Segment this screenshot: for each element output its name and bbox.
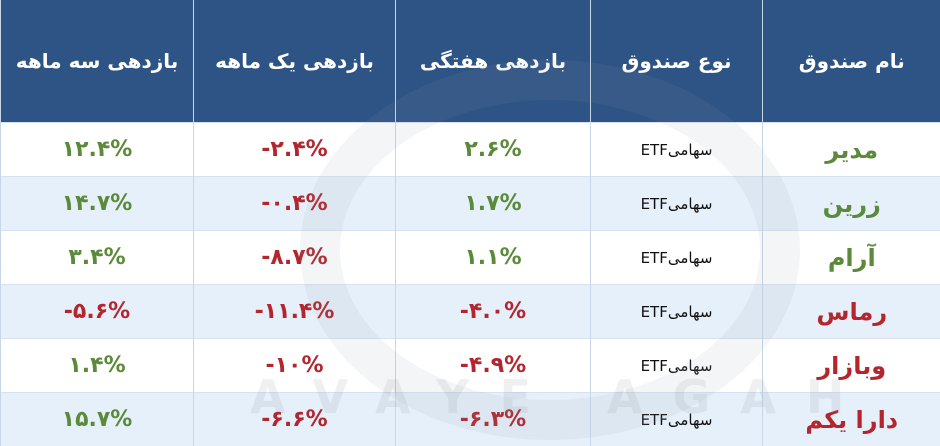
return-value: -۶.۶%: [194, 393, 396, 446]
column-header: نام صندوق: [763, 0, 940, 123]
fund-name: زرین: [763, 177, 940, 231]
fund-name: وبازار: [763, 339, 940, 393]
fund-name: رماس: [763, 285, 940, 339]
return-value: -۴.۹%: [396, 339, 591, 393]
return-value: ۱.۷%: [396, 177, 591, 231]
return-value: -۶.۳%: [396, 393, 591, 446]
fund-type: سهامیETF: [591, 123, 763, 177]
fund-name: دارا یکم: [763, 393, 940, 446]
fund-type: سهامیETF: [591, 339, 763, 393]
return-value: -۴.۰%: [396, 285, 591, 339]
column-header: نوع صندوق: [591, 0, 763, 123]
column-header: بازدهی سه ماهه: [1, 0, 194, 123]
column-header: بازدهی یک ماهه: [194, 0, 396, 123]
return-value: ۱۵.۷%: [1, 393, 194, 446]
fund-type: سهامیETF: [591, 393, 763, 446]
return-value: ۲.۶%: [396, 123, 591, 177]
return-value: ۱۴.۷%: [1, 177, 194, 231]
return-value: ۱.۴%: [1, 339, 194, 393]
return-value: ۱۲.۴%: [1, 123, 194, 177]
return-value: -۸.۷%: [194, 231, 396, 285]
return-value: -۰.۴%: [194, 177, 396, 231]
return-value: -۱۱.۴%: [194, 285, 396, 339]
return-value: -۵.۶%: [1, 285, 194, 339]
fund-type: سهامیETF: [591, 231, 763, 285]
return-value: -۱۰%: [194, 339, 396, 393]
return-value: ۳.۴%: [1, 231, 194, 285]
return-value: ۱.۱%: [396, 231, 591, 285]
return-value: -۲.۴%: [194, 123, 396, 177]
fund-name: مدیر: [763, 123, 940, 177]
fund-type: سهامیETF: [591, 285, 763, 339]
fund-name: آرام: [763, 231, 940, 285]
column-header: بازدهی هفتگی: [396, 0, 591, 123]
fund-type: سهامیETF: [591, 177, 763, 231]
